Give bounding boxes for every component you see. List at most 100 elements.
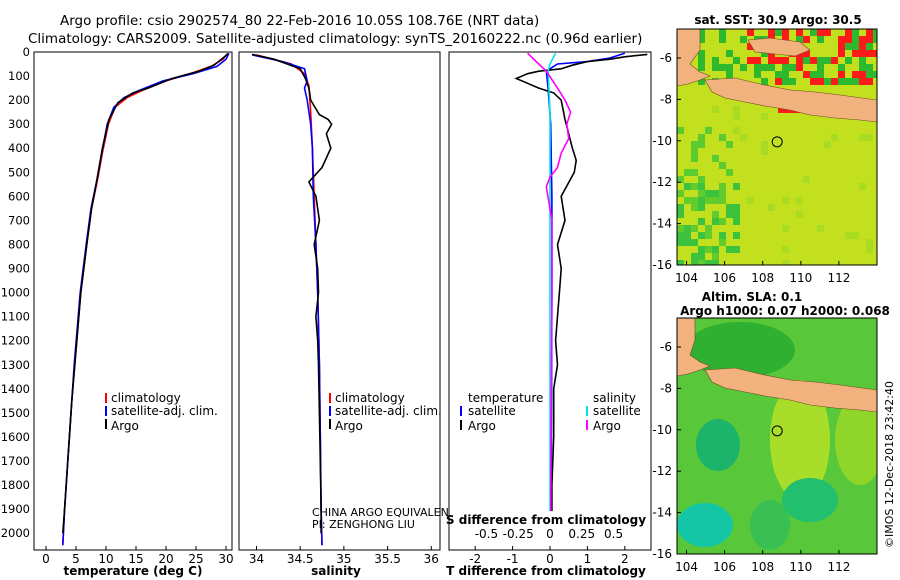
- sst-cell: [810, 78, 817, 85]
- sst-cell: [691, 253, 698, 260]
- depth-tick-label: 2000: [1, 526, 30, 540]
- sst-cell: [719, 197, 726, 204]
- sst-cell: [782, 36, 789, 43]
- sst-cell: [726, 246, 733, 253]
- lon-tick-label: 110: [789, 271, 812, 285]
- legend-satellite: satellite-adj. clim.: [335, 404, 442, 418]
- lat-tick-label: -16: [652, 258, 672, 272]
- sst-cell: [782, 78, 789, 85]
- x-tick-label: -2: [469, 552, 481, 566]
- depth-tick-label: 500: [8, 165, 30, 179]
- sst-cell: [698, 232, 705, 239]
- sst-cell: [803, 36, 810, 43]
- sst-cell: [859, 134, 866, 141]
- x-tick-label: 10: [98, 552, 113, 566]
- sst-cell: [824, 141, 831, 148]
- sst-cell: [789, 78, 796, 85]
- sst-cell: [698, 183, 705, 190]
- x-tick-label: 34.5: [287, 552, 314, 566]
- sla-eddy: [750, 500, 790, 550]
- lon-tick-label: 104: [675, 560, 698, 574]
- sst-cell: [782, 64, 789, 71]
- series-line-s-satellite: [547, 52, 557, 534]
- sla-map-title: Altim. SLA: 0.1: [702, 290, 803, 304]
- annotation-program: CHINA ARGO EQUIVALENT: [312, 506, 456, 519]
- sst-cell: [733, 113, 740, 120]
- sumatra-land: [677, 29, 711, 87]
- sst-cell: [684, 232, 691, 239]
- sla-high-patch: [685, 322, 795, 378]
- java-land: [704, 77, 877, 123]
- x-tick-label: 25: [188, 552, 203, 566]
- sst-cell: [852, 71, 859, 78]
- sst-cell: [726, 169, 733, 176]
- sst-cell: [852, 232, 859, 239]
- x-tick-label: 15: [128, 552, 143, 566]
- depth-tick-label: 600: [8, 189, 30, 203]
- sst-cell: [733, 246, 740, 253]
- sst-cell: [810, 57, 817, 64]
- borneo-coast: [747, 37, 811, 57]
- legend-argo: Argo: [111, 419, 139, 433]
- sst-cell: [747, 43, 754, 50]
- sst-cell: [824, 29, 831, 36]
- sst-cell: [712, 106, 719, 113]
- sst-cell: [831, 57, 838, 64]
- sst-cell: [698, 190, 705, 197]
- x-tick-label: 35: [336, 552, 351, 566]
- sst-cell: [691, 169, 698, 176]
- x-tick-label: 2: [621, 552, 629, 566]
- sst-cell: [726, 64, 733, 71]
- salinity-plot-frame: [238, 51, 441, 551]
- depth-tick-label: 400: [8, 141, 30, 155]
- sst-cell: [719, 36, 726, 43]
- sst-cell: [852, 50, 859, 57]
- sst-cell: [845, 43, 852, 50]
- series-line-argo: [62, 53, 229, 534]
- sst-cell: [838, 64, 845, 71]
- depth-axis: 0 100 200 300 400 500 600 700 800 900 1000 1100 1200…: [1, 45, 453, 540]
- lat-tick-label: -8: [660, 92, 672, 106]
- sst-cell: [719, 218, 726, 225]
- depth-tick-label: 100: [8, 69, 30, 83]
- sst-cell: [705, 232, 712, 239]
- java-land: [704, 367, 877, 413]
- sst-cell: [768, 57, 775, 64]
- s-tick-label: 0.5: [604, 527, 623, 541]
- depth-tick-label: 1500: [1, 406, 30, 420]
- sst-cell: [684, 169, 691, 176]
- sst-cell: [677, 204, 684, 211]
- figure-title-line1: Argo profile: csio 2902574_80 22-Feb-201…: [60, 13, 539, 29]
- sst-cell: [677, 190, 684, 197]
- sla-eddy: [696, 419, 740, 471]
- sst-cell: [803, 50, 810, 57]
- sst-cell: [712, 253, 719, 260]
- depth-tick-label: 800: [8, 237, 30, 251]
- x-tick-label: -1: [507, 552, 519, 566]
- sst-cell: [796, 211, 803, 218]
- sst-cell: [684, 197, 691, 204]
- sst-cell: [698, 253, 705, 260]
- copyright-stamp: ©IMOS 12-Dec-2018 23:42:40: [883, 381, 896, 548]
- sst-cell: [691, 225, 698, 232]
- sst-cell: [698, 197, 705, 204]
- sst-cell: [712, 64, 719, 71]
- sst-cell: [803, 71, 810, 78]
- lon-tick-label: 104: [675, 271, 698, 285]
- sst-cell: [677, 232, 684, 239]
- sst-cell: [712, 155, 719, 162]
- sst-cell: [838, 36, 845, 43]
- lat-tick-label: -10: [652, 134, 672, 148]
- sst-cell: [845, 29, 852, 36]
- legend-s-satellite: satellite: [593, 404, 641, 418]
- sst-cell: [712, 246, 719, 253]
- sst-cell: [712, 190, 719, 197]
- sst-cell: [698, 29, 705, 36]
- sst-cell: [698, 78, 705, 85]
- sst-cell: [824, 78, 831, 85]
- sst-cell: [719, 134, 726, 141]
- sst-cell: [775, 57, 782, 64]
- sst-cell: [866, 36, 873, 43]
- sst-cell: [691, 197, 698, 204]
- sst-cell: [852, 29, 859, 36]
